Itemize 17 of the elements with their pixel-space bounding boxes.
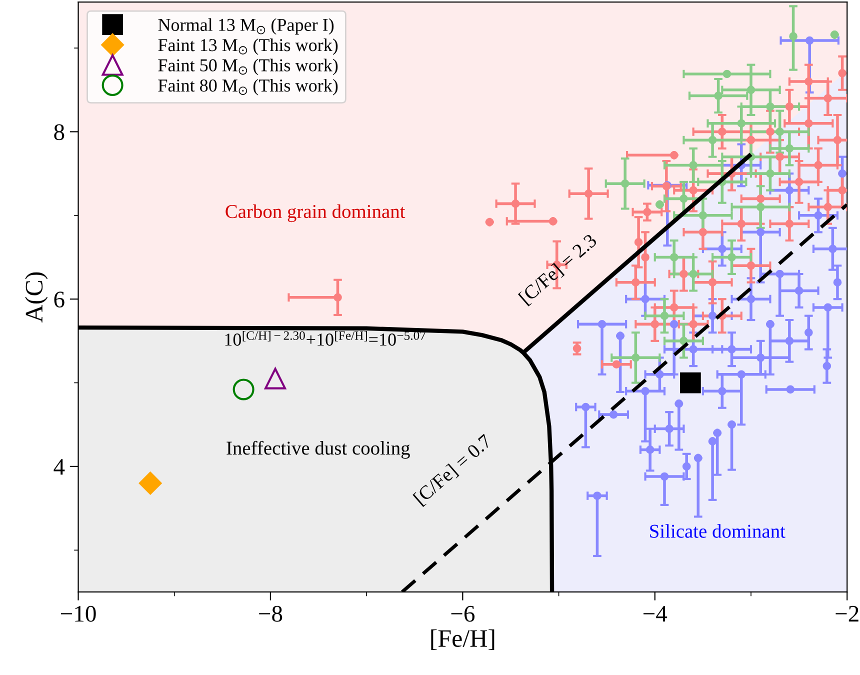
annotation: Ineffective dust cooling	[226, 440, 410, 459]
legend-label: Normal 13 M$_{⊙}$ (Paper I)	[158, 18, 334, 35]
legend-label: Faint 13 M$_{⊙}$ (This work)	[158, 38, 338, 55]
x-tick-label: −4	[644, 606, 668, 622]
y-axis-title: A(C)	[25, 272, 48, 322]
x-tick-label: −8	[259, 606, 282, 622]
x-tick-label: −6	[451, 606, 475, 622]
x-tick-label: −10	[60, 606, 96, 622]
annotation: Carbon grain dominant	[226, 204, 406, 222]
y-tick-label: 4	[54, 459, 65, 475]
legend-label: Faint 50 M$_{⊙}$ (This work)	[158, 58, 338, 76]
y-tick-label: 8	[54, 124, 64, 140]
y-tick-label: 6	[54, 292, 64, 308]
x-tick-label: −2	[836, 606, 858, 622]
x-axis-title: [Fe/H]	[431, 629, 494, 650]
legend-label: Faint 80 M$_{⊙}$ (This work)	[158, 78, 338, 96]
annotation: Silicate dominant	[650, 524, 786, 538]
